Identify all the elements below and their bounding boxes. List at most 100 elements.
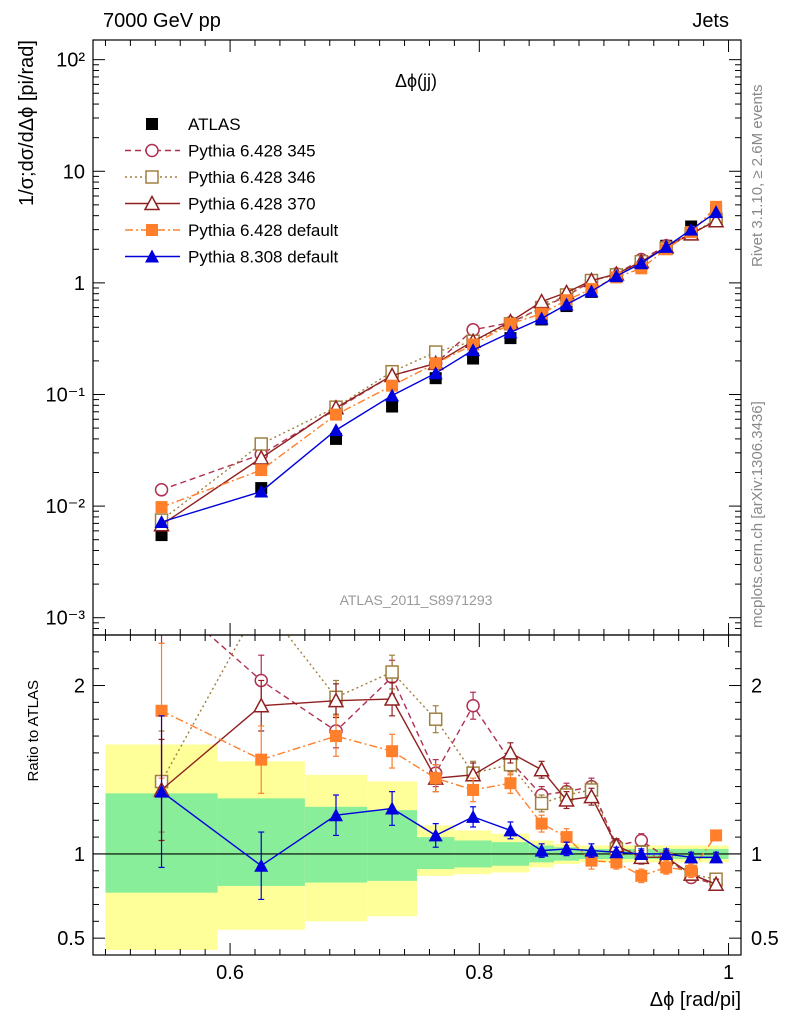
ratio-y-tick-label: 1 (74, 844, 85, 866)
data-point (709, 205, 724, 219)
ratio-frame (92, 634, 742, 956)
data-point (155, 501, 168, 514)
legend: ATLAS Pythia 6.428 345 Pythia 6.428 346 Pyt… (125, 115, 339, 267)
legend-entry: Pythia 6.428 346 (125, 168, 316, 187)
axis-tick-labels: 10⁻³ 10⁻² 10⁻¹ 1 10 10² 0.6 0.8 1 0.5 0.5 1 1 2 2 (46, 50, 779, 984)
legend-entry: Pythia 6.428 370 (125, 195, 316, 214)
ratio-series-pythia-6-428-default (155, 642, 723, 884)
plot-frames (92, 39, 742, 956)
series-line (161, 218, 717, 521)
ratio-point (635, 869, 648, 882)
series-pythia-8-308-default (154, 205, 724, 529)
ratio-y-tick-label: 0.5 (57, 928, 85, 950)
x-tick-label: 0.8 (465, 962, 493, 984)
legend-entry: Pythia 6.428 345 (125, 142, 316, 161)
data-point (428, 366, 443, 380)
data-point (634, 256, 649, 270)
ratio-point (255, 595, 267, 607)
data-point (584, 284, 599, 298)
data-point (429, 357, 442, 370)
ratio-y-tick-label-right: 0.5 (751, 928, 779, 950)
ratio-plot-series (153, 587, 725, 901)
data-point (466, 343, 481, 357)
data-point (386, 379, 399, 392)
ratio-point (386, 745, 399, 758)
legend-marker (143, 194, 161, 211)
ratio-point (533, 761, 550, 777)
ratio-point (535, 817, 548, 830)
legend-label: ATLAS (188, 115, 241, 134)
ratio-point (659, 846, 674, 860)
legend-marker (145, 143, 159, 158)
series-line (161, 220, 717, 491)
ratio-point (609, 845, 624, 859)
ratio-point (685, 864, 698, 877)
ratio-point (534, 796, 549, 811)
ratio-point (255, 753, 268, 766)
ratio-point (583, 788, 600, 804)
ratio-point (504, 777, 517, 790)
ratio-point (428, 828, 443, 842)
ratio-point (252, 697, 270, 713)
legend-marker (145, 249, 159, 263)
x-tick-label: 0.6 (216, 962, 244, 984)
ratio-point (710, 829, 723, 842)
legend-marker (146, 118, 158, 130)
data-point (609, 269, 624, 283)
ratio-point (154, 784, 169, 798)
legend-label: Pythia 6.428 370 (188, 195, 316, 214)
ratio-point (502, 744, 519, 760)
header-left-label: 7000 GeV pp (103, 10, 221, 32)
ratio-y-tick-label-right: 2 (751, 676, 762, 698)
main-plot-series (153, 200, 725, 542)
ratio-line (161, 710, 717, 877)
ratio-y-axis-label: Ratio to ATLAS (25, 680, 42, 781)
ratio-point (329, 808, 343, 822)
main-y-tick-label: 10 (63, 161, 85, 183)
ratio-point (707, 875, 725, 892)
data-point (155, 529, 168, 542)
data-point (254, 484, 269, 498)
ratio-point (467, 783, 480, 796)
legend-label: Pythia 6.428 346 (188, 168, 316, 187)
main-y-tick-label: 10⁻² (46, 496, 86, 518)
main-plot-title: Δϕ(jj) (395, 71, 437, 91)
ratio-series-pythia-8-308-default (154, 715, 724, 901)
analysis-watermark: ATLAS_2011_S8971293 (340, 592, 493, 608)
data-point (330, 408, 342, 421)
legend-marker (146, 224, 158, 236)
ratio-point (634, 833, 649, 848)
ratio-point (156, 587, 168, 599)
mcplots-reference-label: mcplots.cern.ch [arXiv:1306.3436] (749, 401, 766, 628)
legend-entry: Pythia 8.308 default (125, 248, 339, 267)
data-point (503, 325, 518, 339)
main-y-tick-label: 10² (56, 50, 85, 72)
ratio-point (503, 823, 518, 837)
ratio-point (684, 850, 699, 864)
data-point (154, 483, 169, 497)
data-point (252, 449, 270, 465)
data-point (385, 388, 400, 402)
legend-label: Pythia 8.308 default (188, 248, 339, 267)
legend-label: Pythia 6.428 345 (188, 142, 316, 161)
legend-entry: ATLAS (146, 115, 241, 134)
legend-marker (145, 170, 159, 184)
ratio-point (466, 809, 481, 823)
ratio-point (385, 665, 399, 679)
data-point (255, 464, 268, 477)
legend-label: Pythia 6.428 default (188, 221, 339, 240)
ratio-point (584, 843, 599, 857)
ratio-point (327, 692, 345, 708)
ratio-point (560, 831, 573, 844)
x-tick-label: 1 (723, 962, 734, 984)
main-y-tick-label: 10⁻³ (46, 608, 86, 630)
ratio-point (558, 791, 575, 807)
ratio-point (660, 861, 673, 874)
legend-entry: Pythia 6.428 default (125, 221, 339, 240)
data-point (684, 222, 699, 236)
axis-ticks (93, 40, 741, 955)
ratio-point (155, 704, 168, 717)
ratio-y-tick-label-right: 1 (751, 844, 762, 866)
header-right-label: Jets (692, 10, 729, 32)
